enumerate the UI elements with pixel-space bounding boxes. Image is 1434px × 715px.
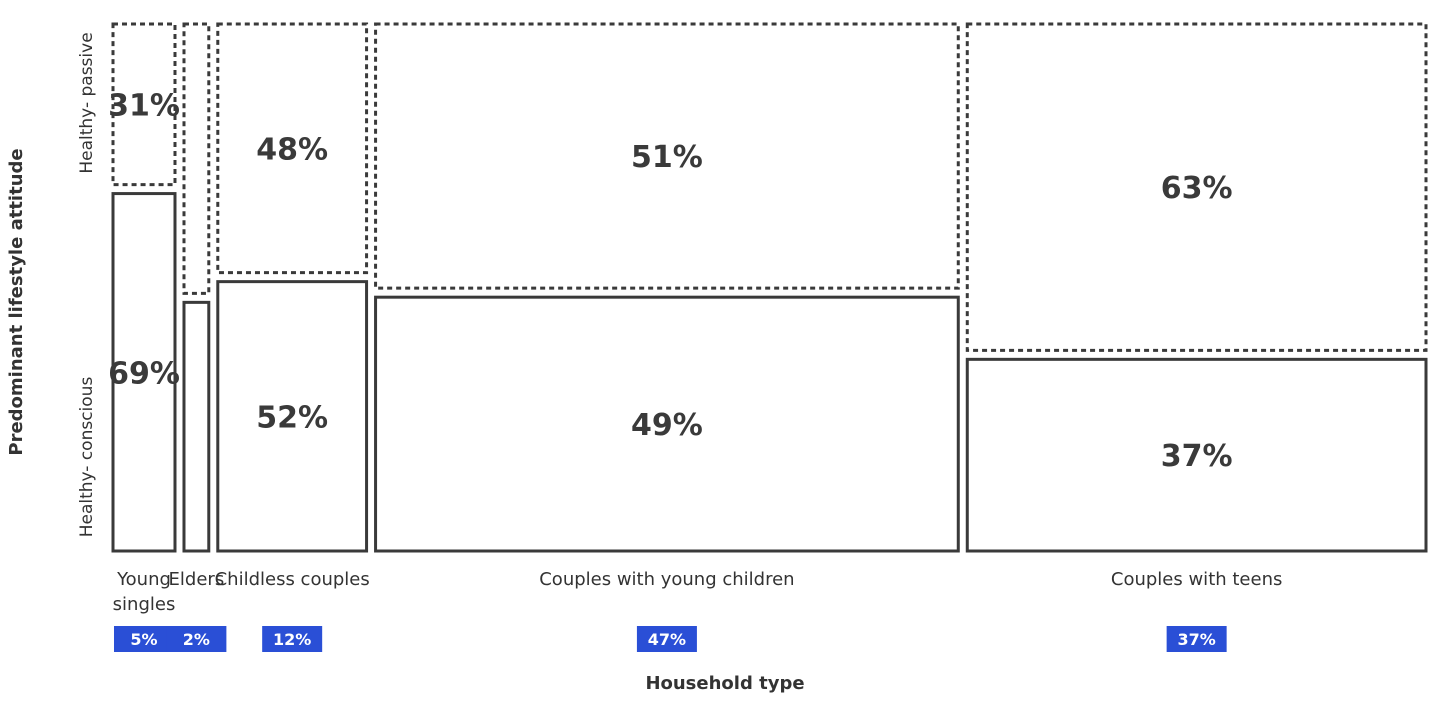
cell-label-passive-couples-with-young-children: 51% [631,140,703,175]
category-label-young-singles: Young singles [113,569,176,615]
share-badge-label-couples-with-teens: 37% [1177,630,1215,649]
cell-conscious-childless-couples [216,280,369,553]
cell-passive-young-singles [111,22,177,187]
category-label-childless-couples: Childless couples [215,569,370,590]
cell-label-conscious-young-singles: 69% [108,356,180,391]
cell-passive-childless-couples [216,22,369,275]
cell-label-passive-childless-couples: 48% [256,132,328,167]
cell-label-passive-couples-with-teens: 63% [1161,171,1233,206]
cell-conscious-couples-with-teens [965,357,1428,553]
cell-passive-couples-with-young-children [374,22,960,290]
share-badge-label-couples-with-young-children: 47% [648,630,686,649]
share-badge-couples-with-young-children [636,626,697,652]
cell-conscious-young-singles [111,192,177,553]
category-label-couples-with-young-children: Couples with young children [539,569,794,590]
cell-conscious-couples-with-young-children [374,295,960,553]
share-badge-elders [166,626,227,652]
share-badges: 5% 2% 12% 47% 37% [113,626,1227,652]
share-badge-label-childless-couples: 12% [273,630,311,649]
x-axis-title: Household type [645,673,804,694]
cell-label-conscious-childless-couples: 52% [256,400,328,435]
share-badge-couples-with-teens [1166,626,1227,652]
cell-label-passive-young-singles: 31% [108,88,180,123]
cell-passive-couples-with-teens [965,22,1428,352]
cell-conscious-elders [182,300,211,553]
share-badge-label-young-singles: 5% [130,630,157,649]
category-label-couples-with-teens: Couples with teens [1111,569,1283,590]
chart-cells [111,22,1428,553]
share-badge-young-singles [113,626,174,652]
cell-label-conscious-couples-with-teens: 37% [1161,439,1233,474]
category-label-elders: Elders [169,569,225,590]
share-badge-label-elders: 2% [183,630,210,649]
row-label-healthy-passive: Healthy- passive [77,32,97,173]
cell-passive-elders [182,22,211,295]
cell-label-conscious-couples-with-young-children: 49% [631,408,703,443]
y-axis-title: Predominant lifestyle attitude [6,148,27,455]
chart-cell-labels: 69% 31% 52% 48% 49% 51% 37% 63% [108,88,1232,474]
share-badge-childless-couples [262,626,323,652]
row-label-healthy-conscious: Healthy- conscious [77,377,97,538]
